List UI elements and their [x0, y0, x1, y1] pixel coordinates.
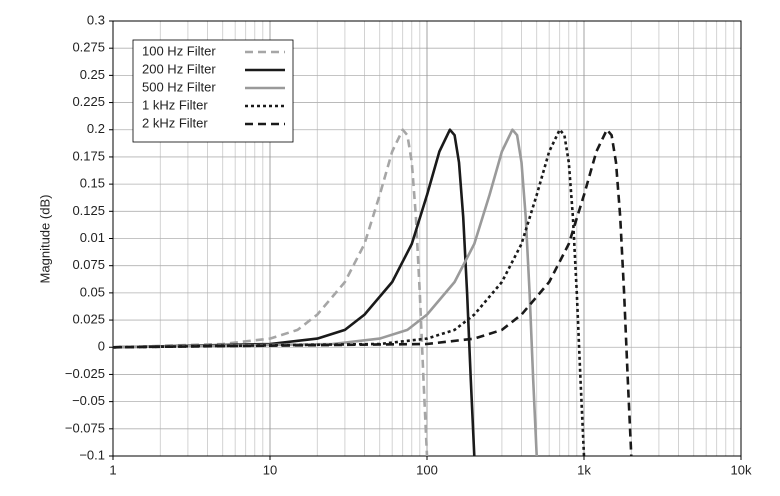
legend-box: [132, 39, 294, 143]
x-tick-label: 1k: [577, 462, 591, 477]
y-tick-label: 0.075: [72, 257, 105, 272]
series-line: [112, 128, 633, 457]
y-tick-label: −0.025: [65, 366, 105, 381]
y-tick-label: 0.3: [87, 12, 105, 27]
x-tick-label: 1: [109, 462, 116, 477]
y-tick-label: 0.175: [72, 148, 105, 163]
y-tick-label: 0: [98, 339, 105, 354]
x-tick-label: 100: [416, 462, 438, 477]
legend-label: 100 Hz Filter: [142, 43, 216, 58]
y-tick-label: 0.15: [80, 176, 105, 191]
x-tick-label: 10k: [731, 462, 752, 477]
series-line: [112, 128, 476, 457]
x-tick-label: 10: [263, 462, 277, 477]
legend-label: 1 kHz Filter: [142, 97, 208, 112]
y-tick-label: −0.075: [65, 420, 105, 435]
y-tick-label: −0.1: [79, 447, 105, 462]
y-tick-label: 0.225: [72, 94, 105, 109]
series-line: [112, 128, 429, 457]
y-tick-label: 0.275: [72, 40, 105, 55]
legend-label: 2 kHz Filter: [142, 115, 208, 130]
y-axis-label: Magnitude (dB): [37, 195, 52, 284]
legend-label: 200 Hz Filter: [142, 61, 216, 76]
y-tick-label: 0.01: [80, 230, 105, 245]
y-tick-label: 0.2: [87, 121, 105, 136]
y-tick-label: 0.125: [72, 203, 105, 218]
y-tick-label: −0.05: [72, 393, 105, 408]
y-tick-label: 0.05: [80, 284, 105, 299]
legend-label: 500 Hz Filter: [142, 79, 216, 94]
y-tick-label: 0.025: [72, 312, 105, 327]
y-tick-label: 0.25: [80, 67, 105, 82]
series-line: [112, 128, 538, 457]
